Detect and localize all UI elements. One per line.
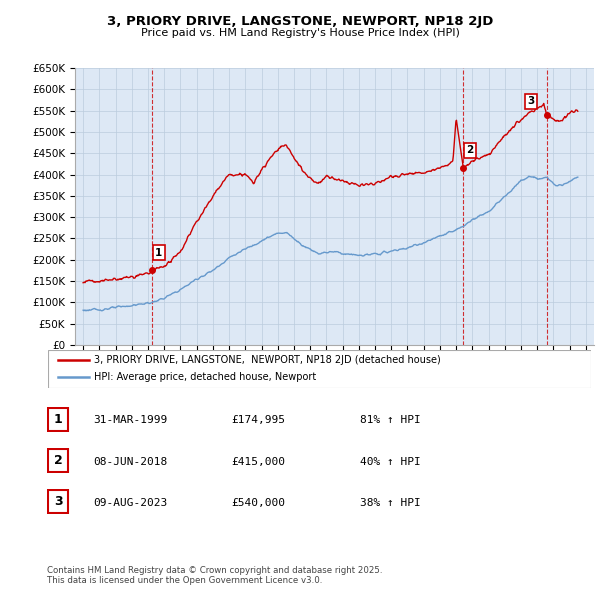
Text: 1: 1 <box>155 248 163 258</box>
Text: 2: 2 <box>467 145 474 155</box>
Text: 38% ↑ HPI: 38% ↑ HPI <box>360 498 421 508</box>
Text: 3: 3 <box>527 96 535 106</box>
Text: 08-JUN-2018: 08-JUN-2018 <box>93 457 167 467</box>
Text: Contains HM Land Registry data © Crown copyright and database right 2025.
This d: Contains HM Land Registry data © Crown c… <box>47 566 382 585</box>
Text: 31-MAR-1999: 31-MAR-1999 <box>93 415 167 425</box>
Text: HPI: Average price, detached house, Newport: HPI: Average price, detached house, Newp… <box>94 372 316 382</box>
Text: 40% ↑ HPI: 40% ↑ HPI <box>360 457 421 467</box>
Text: Price paid vs. HM Land Registry's House Price Index (HPI): Price paid vs. HM Land Registry's House … <box>140 28 460 38</box>
Text: 1: 1 <box>54 412 62 426</box>
Text: £540,000: £540,000 <box>231 498 285 508</box>
Text: 81% ↑ HPI: 81% ↑ HPI <box>360 415 421 425</box>
Text: 3, PRIORY DRIVE, LANGSTONE, NEWPORT, NP18 2JD: 3, PRIORY DRIVE, LANGSTONE, NEWPORT, NP1… <box>107 15 493 28</box>
Text: 3: 3 <box>54 495 62 509</box>
Text: £174,995: £174,995 <box>231 415 285 425</box>
Text: 09-AUG-2023: 09-AUG-2023 <box>93 498 167 508</box>
Text: £415,000: £415,000 <box>231 457 285 467</box>
Text: 2: 2 <box>54 454 62 467</box>
Text: 3, PRIORY DRIVE, LANGSTONE,  NEWPORT, NP18 2JD (detached house): 3, PRIORY DRIVE, LANGSTONE, NEWPORT, NP1… <box>94 355 441 365</box>
